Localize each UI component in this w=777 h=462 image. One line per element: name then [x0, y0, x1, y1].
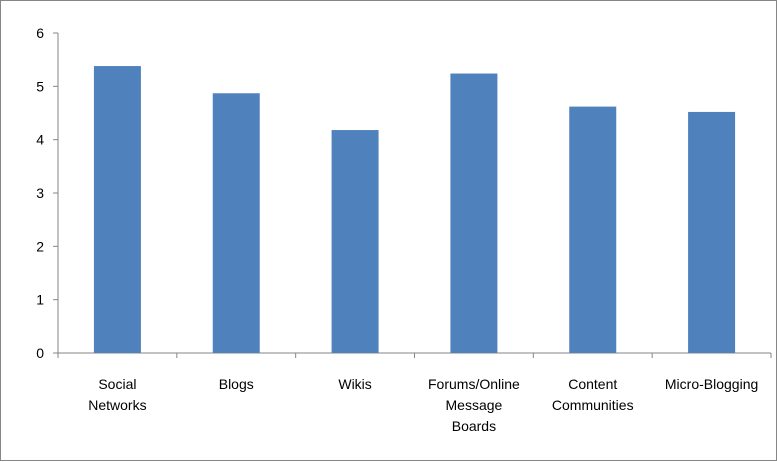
x-category-label-line: Content	[568, 376, 617, 392]
bar-0	[93, 66, 141, 354]
x-category-label: Forums/Online Message Boards	[428, 376, 520, 434]
y-tick-label: 2	[36, 238, 44, 254]
x-category-label-line: Boards	[452, 418, 496, 434]
x-category-label-line: Blogs	[219, 376, 254, 392]
x-category-label-line: Message	[446, 397, 503, 413]
x-category-label-line: Forums/Online	[428, 376, 520, 392]
y-tick-label: 1	[36, 292, 44, 308]
y-tick-label: 3	[36, 185, 44, 201]
x-category-label: Social Networks	[88, 376, 146, 413]
y-tick-label: 0	[36, 345, 44, 361]
x-category-label-line: Micro-Blogging	[665, 376, 758, 392]
bars	[93, 66, 736, 354]
bar-1	[212, 93, 260, 354]
bar-2	[331, 130, 379, 353]
x-category-label: Micro-Blogging	[665, 376, 758, 392]
x-axis: Social Networks Blogs Wikis Forums/Online Mes…	[57, 352, 772, 434]
bar-3	[450, 73, 498, 354]
y-axis: 0 1 2 3 4 5 6	[36, 25, 59, 361]
y-tick-label: 5	[36, 78, 44, 94]
y-tick-label: 4	[36, 132, 44, 148]
x-category-label: Content Communities	[552, 376, 634, 413]
bar-4	[569, 106, 617, 353]
x-category-label-line: Networks	[88, 397, 146, 413]
y-tick-label: 6	[36, 25, 44, 41]
x-category-label-line: Communities	[552, 397, 634, 413]
x-category-label: Wikis	[338, 376, 371, 392]
x-category-label: Blogs	[219, 376, 254, 392]
bar-5	[688, 111, 736, 353]
x-category-label-line: Social	[98, 376, 136, 392]
x-category-label-line: Wikis	[338, 376, 371, 392]
